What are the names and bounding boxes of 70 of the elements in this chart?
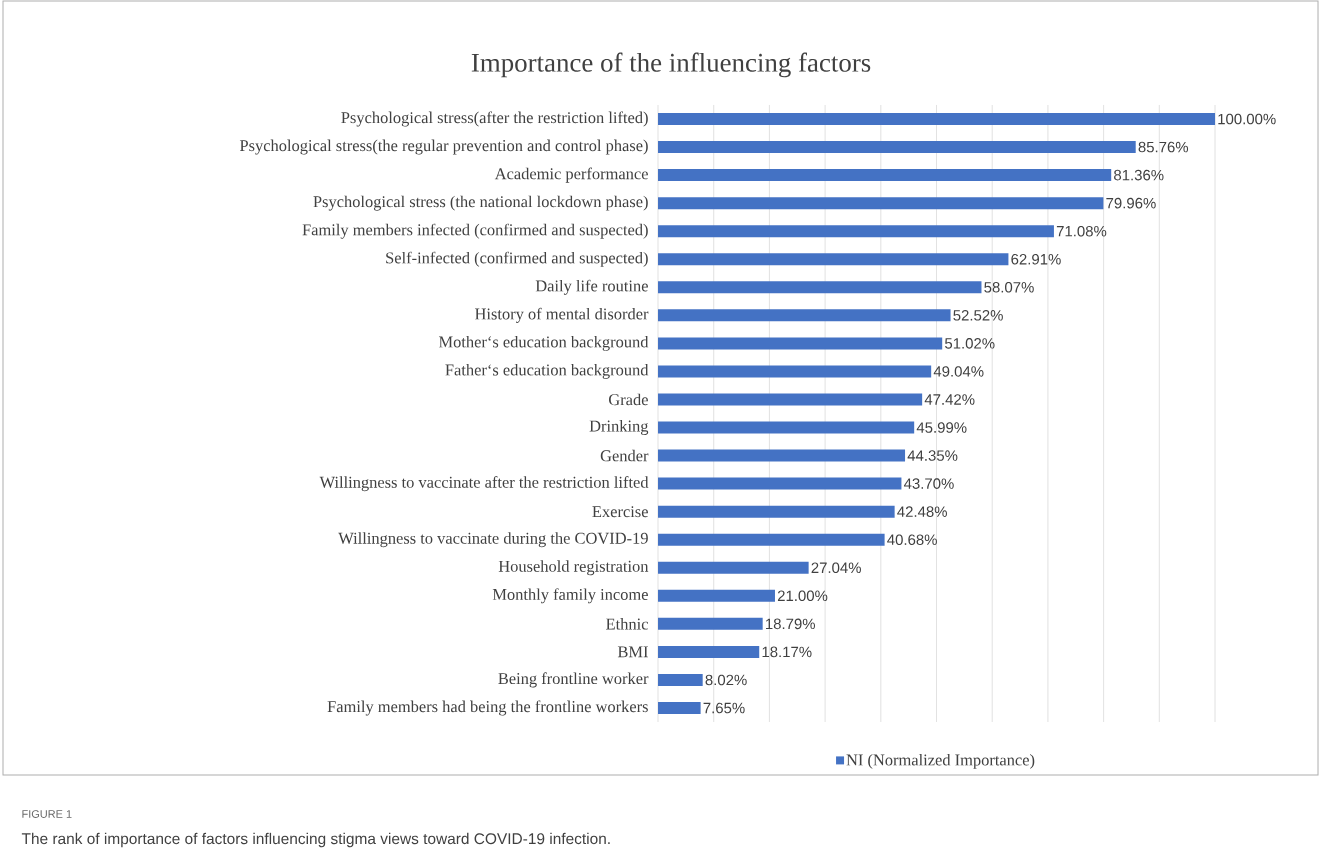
bar (658, 589, 775, 602)
bar (658, 337, 943, 350)
y-tick-label: Willingness to vaccinate after the restriction lifted (319, 476, 649, 492)
y-tick-label: Willingness to vaccinate during the COVID-19 (338, 532, 648, 548)
bar (658, 645, 760, 658)
bar (658, 197, 1104, 210)
bar (658, 169, 1112, 182)
legend-label: NI (Normalized Importance) (846, 753, 1035, 769)
y-tick-label: Gender (600, 449, 649, 462)
bar (658, 281, 982, 294)
bar (658, 505, 895, 518)
y-tick-label: Psychological stress(after the restriction lifted) (341, 111, 648, 127)
data-label: 100.00% (1218, 113, 1276, 125)
bar (658, 421, 915, 434)
y-tick-label: Ethnic (606, 618, 648, 630)
y-tick-label: Grade (609, 393, 648, 406)
chart-title: Importance of the influencing factors (471, 52, 871, 78)
y-tick-label: Household registration (498, 560, 649, 576)
data-label: 52.52% (953, 310, 1003, 321)
y-tick-label: BMI (617, 646, 648, 658)
y-tick-label: Family members infected (confirmed and suspected) (302, 223, 648, 239)
bar (658, 617, 763, 630)
y-tick-label: Exercise (592, 506, 648, 518)
y-tick-label: Mother‘s education background (438, 335, 649, 351)
data-label: 45.99% (916, 422, 967, 433)
bar (658, 113, 1216, 126)
data-label: 18.17% (762, 646, 812, 658)
bar (658, 561, 809, 574)
bar (658, 141, 1136, 154)
data-label: 44.35% (907, 450, 958, 461)
bar (658, 701, 701, 714)
bar (658, 225, 1054, 238)
y-tick-label: Family members had being the frontline workers (327, 700, 648, 716)
bar (658, 365, 932, 378)
data-label: 40.68% (887, 534, 937, 545)
data-label: 27.04% (811, 562, 861, 574)
bar (658, 309, 951, 322)
data-label: 62.91% (1011, 253, 1061, 265)
caption: FIGURE 1 (22, 810, 72, 818)
data-label: 81.36% (1114, 169, 1164, 181)
data-label: 58.07% (984, 282, 1034, 293)
y-tick-label: Psychological stress (the national lockdown phase) (313, 195, 648, 211)
data-label: 18.79% (766, 618, 816, 630)
data-label: 49.04% (933, 366, 984, 377)
data-label: 42.48% (897, 506, 947, 517)
y-tick-label: Academic performance (494, 167, 648, 183)
y-tick-label: Being frontline worker (498, 672, 649, 688)
data-label: 71.08% (1056, 225, 1107, 237)
data-label: 85.76% (1138, 141, 1189, 153)
y-tick-label: History of mental disorder (475, 307, 649, 323)
data-label: 79.96% (1106, 197, 1156, 209)
y-tick-label: Psychological stress(the regular prevention and control phase) (239, 139, 648, 155)
data-label: 51.02% (944, 338, 995, 349)
y-tick-label: Drinking (589, 420, 649, 435)
y-tick-label: Father‘s education background (445, 363, 649, 379)
bar (658, 533, 885, 546)
y-tick-label: Daily life routine (535, 279, 648, 295)
data-label: 43.70% (903, 478, 954, 489)
bar (658, 393, 923, 406)
bar (658, 449, 906, 462)
data-label: 8.02% (705, 674, 747, 686)
y-tick-label: Self-infected (confirmed and suspected) (386, 251, 648, 267)
data-label: 7.65% (703, 702, 745, 714)
data-label: 21.00% (777, 590, 828, 602)
y-tick-label: Monthly family income (492, 588, 648, 604)
bar (658, 253, 1009, 266)
bar (658, 477, 902, 490)
bar (658, 673, 703, 686)
text: The rank of importance of factors influencing stigma views toward COVID-19 infection. (21, 832, 610, 848)
data-label: 47.42% (924, 394, 975, 405)
